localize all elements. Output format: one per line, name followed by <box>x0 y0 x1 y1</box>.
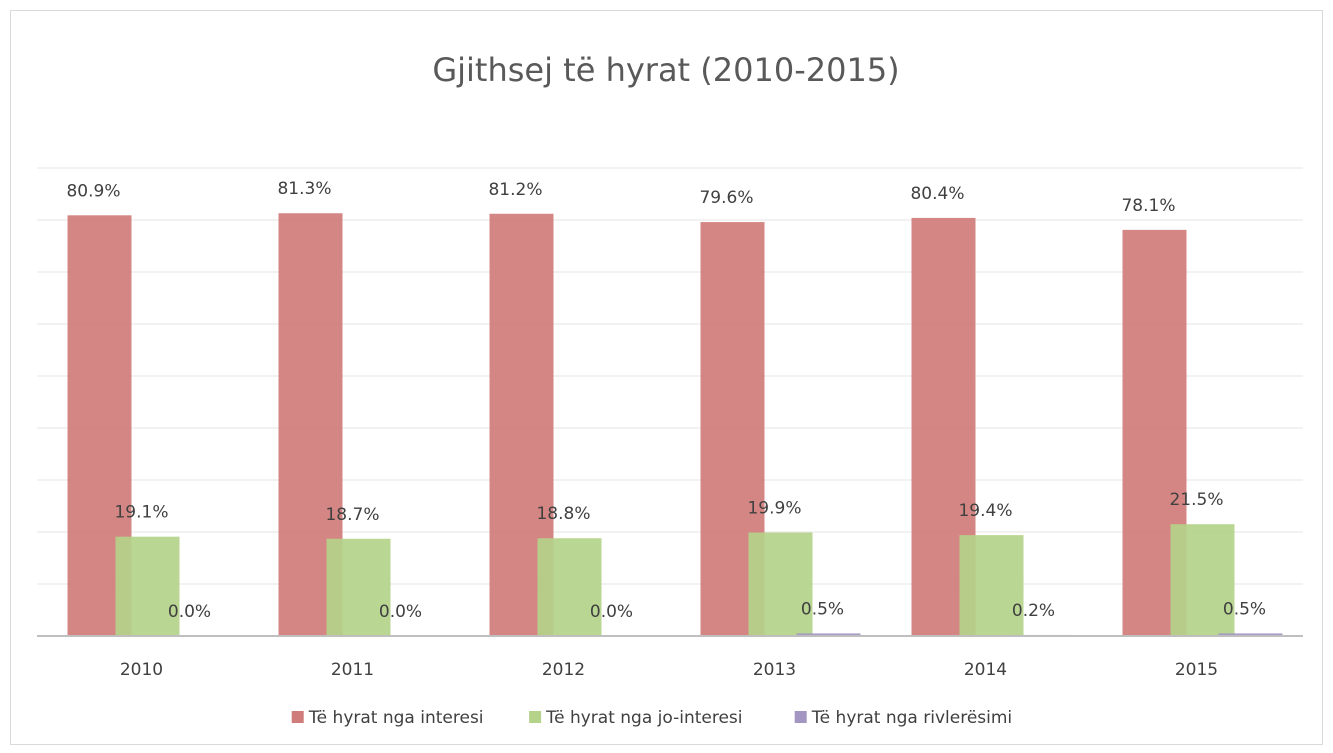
data-label: 0.0% <box>168 602 211 622</box>
legend-swatch <box>291 711 304 723</box>
x-tick-label: 2010 <box>120 660 163 680</box>
data-label: 80.9% <box>66 181 120 201</box>
bar <box>1218 633 1283 636</box>
x-tick-label: 2015 <box>1175 660 1218 680</box>
data-label: 80.4% <box>910 184 964 204</box>
x-tick-label: 2014 <box>964 660 1007 680</box>
data-label: 0.5% <box>1223 599 1266 619</box>
data-label: 78.1% <box>1121 196 1175 216</box>
bar <box>115 536 180 636</box>
chart-border <box>10 10 1323 745</box>
bar <box>1170 524 1235 636</box>
data-label: 81.2% <box>488 180 542 200</box>
bar <box>748 532 813 636</box>
data-label: 19.4% <box>958 501 1012 521</box>
data-label: 0.0% <box>590 602 633 622</box>
data-label: 79.6% <box>699 188 753 208</box>
legend-label: Të hyrat nga jo-interesi <box>545 708 742 728</box>
data-label: 0.2% <box>1012 601 1055 621</box>
data-label: 81.3% <box>277 179 331 199</box>
data-label: 18.7% <box>325 505 379 525</box>
legend-label: Të hyrat nga rivlerësimi <box>811 708 1012 728</box>
bar <box>796 633 861 636</box>
data-label: 21.5% <box>1169 490 1223 510</box>
data-label: 0.5% <box>801 599 844 619</box>
bar <box>537 538 602 636</box>
data-label: 19.1% <box>114 503 168 523</box>
data-label: 19.9% <box>747 499 801 519</box>
x-tick-label: 2012 <box>542 660 585 680</box>
legend-swatch <box>794 711 807 723</box>
chart-title: Gjithsej të hyrat (2010-2015) <box>432 51 899 89</box>
x-tick-label: 2011 <box>331 660 374 680</box>
data-label: 18.8% <box>536 504 590 524</box>
bar <box>959 535 1024 636</box>
legend-label: Të hyrat nga interesi <box>308 708 484 728</box>
x-tick-label: 2013 <box>753 660 796 680</box>
data-label: 0.0% <box>379 602 422 622</box>
legend-swatch <box>529 711 542 723</box>
bar <box>326 538 391 636</box>
